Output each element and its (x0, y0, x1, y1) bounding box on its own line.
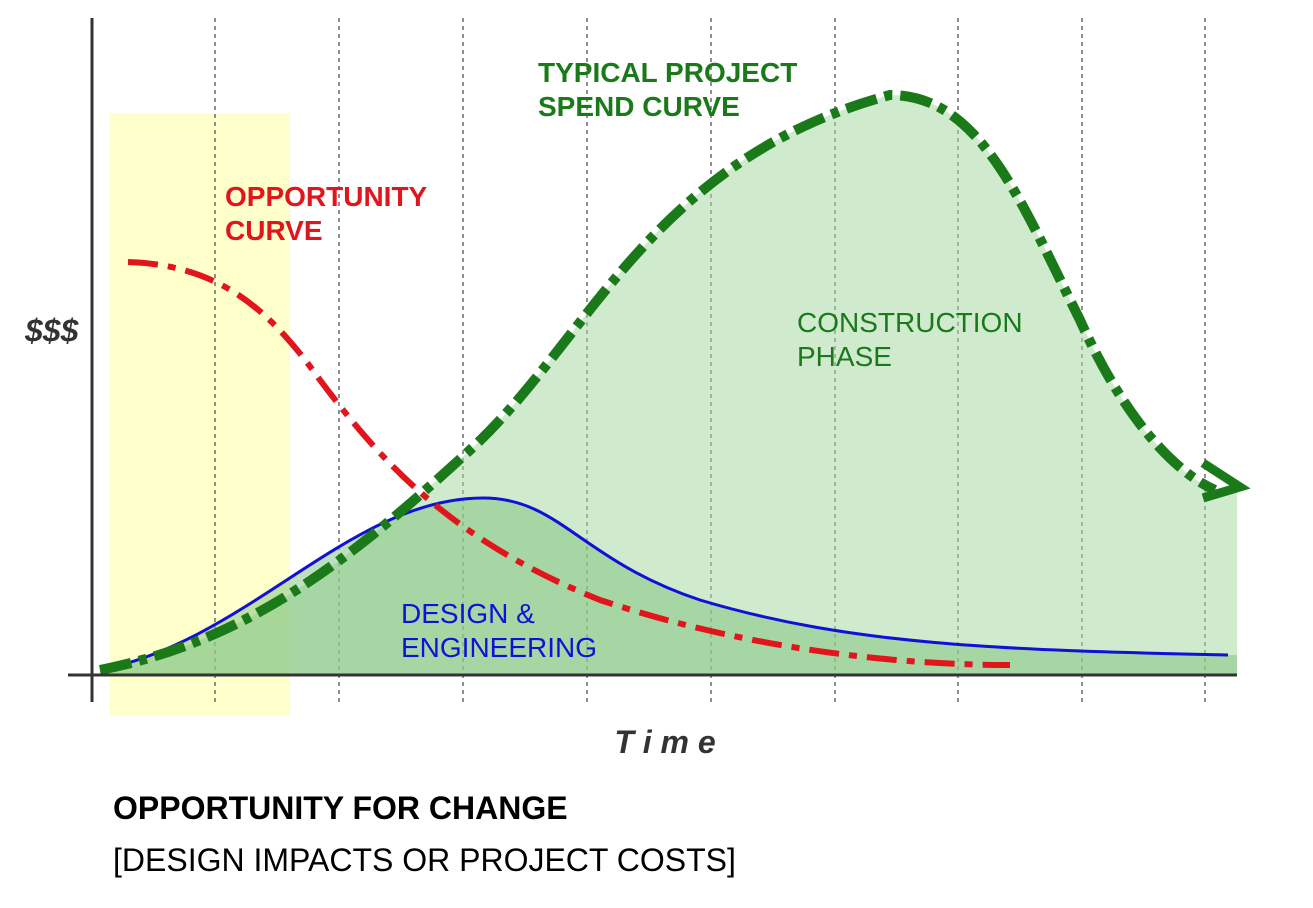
caption-title: OPPORTUNITY FOR CHANGE (113, 790, 568, 826)
design-area (100, 498, 1237, 675)
design-curve (99, 496, 1229, 672)
annotation: TYPICAL PROJECT (538, 57, 797, 88)
spend-arrowhead (1200, 459, 1251, 503)
annotation: CONSTRUCTION (797, 307, 1023, 338)
annotation: DESIGN & (401, 598, 535, 629)
caption-subtitle: [DESIGN IMPACTS OR PROJECT COSTS] (113, 842, 736, 878)
spend-curve (99, 89, 1218, 675)
x-axis-label: T i m e (614, 724, 715, 760)
annotation: PHASE (797, 341, 892, 372)
y-axis-label: $$$ (24, 313, 80, 349)
annotation: CURVE (225, 215, 323, 246)
annotation: SPEND CURVE (538, 91, 740, 122)
annotation: ENGINEERING (401, 632, 597, 663)
annotation: OPPORTUNITY (225, 181, 428, 212)
opportunity-curve (127, 259, 1011, 668)
